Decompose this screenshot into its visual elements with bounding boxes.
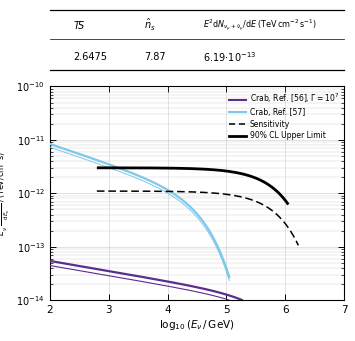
Text: $6.19{\cdot}10^{-13}$: $6.19{\cdot}10^{-13}$ <box>203 50 256 64</box>
X-axis label: $\log_{10}(E_\nu\,/\,\mathrm{GeV})$: $\log_{10}(E_\nu\,/\,\mathrm{GeV})$ <box>159 318 235 332</box>
Text: 2.6475: 2.6475 <box>73 52 107 62</box>
Text: $T\!S$: $T\!S$ <box>73 19 86 31</box>
Y-axis label: $E_\nu^2\,\frac{\mathrm{d}N_{\nu_\mu+\bar{\nu}_\mu}}{\mathrm{d}E_\nu}\,/\,(\math: $E_\nu^2\,\frac{\mathrm{d}N_{\nu_\mu+\ba… <box>0 151 12 236</box>
Text: $\hat{n}_s$: $\hat{n}_s$ <box>144 17 155 33</box>
Text: 7.87: 7.87 <box>144 52 166 62</box>
Legend: Crab, Ref. [56], $\Gamma = 10^7$, Crab, Ref. [57], Sensitivity, 90% CL Upper Lim: Crab, Ref. [56], $\Gamma = 10^7$, Crab, … <box>228 90 340 142</box>
Text: $E^2\mathrm{d}N_{\nu_\mu+\bar{\nu}_\mu}/\mathrm{d}E\ (\mathrm{TeV\,cm}^{-2}\,\ma: $E^2\mathrm{d}N_{\nu_\mu+\bar{\nu}_\mu}/… <box>203 17 317 33</box>
